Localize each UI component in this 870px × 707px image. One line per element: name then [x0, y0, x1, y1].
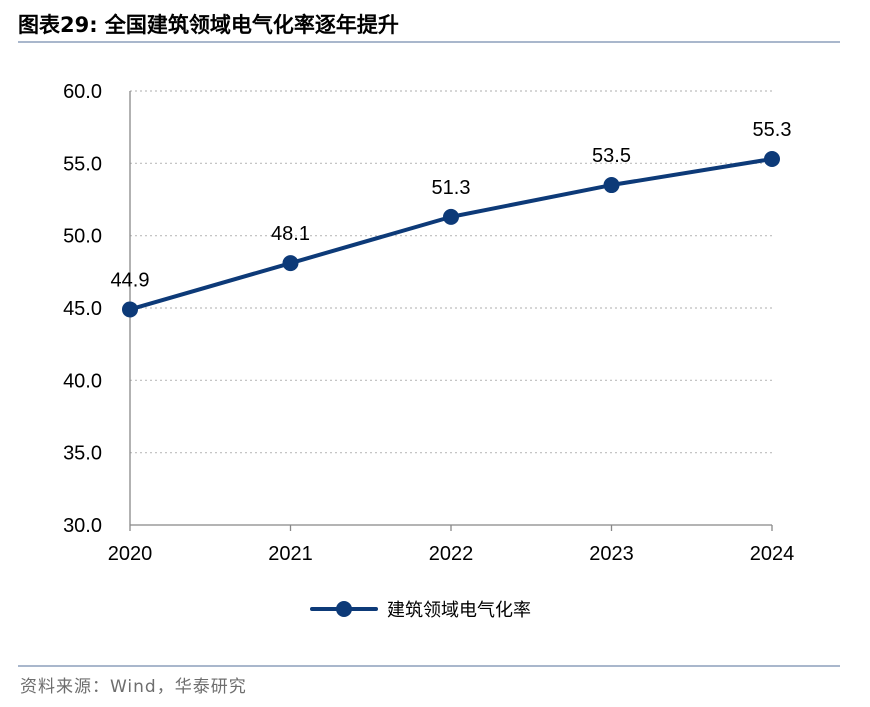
legend-label: 建筑领域电气化率: [387, 600, 531, 621]
y-tick-label-40.0: 40.0: [63, 370, 102, 392]
data-point-2022: [443, 208, 459, 225]
data-label-2024: 55.3: [753, 119, 792, 141]
y-axis-tick-labels: 30.0 35.0 40.0 45.0 50.0 55.0 60.0: [63, 81, 102, 537]
data-label-2020: 44.9: [111, 269, 150, 291]
y-tick-label-35.0: 35.0: [63, 443, 102, 465]
line-chart: 30.035.040.045.050.055.060.0 2020 2021 202…: [63, 81, 795, 621]
grid-lines: [130, 90, 774, 454]
x-tick-label-2023: 2023: [589, 543, 634, 565]
data-labels: 44.9 48.1 51.3 53.5 55.3: [111, 119, 792, 291]
source-divider: [18, 665, 840, 667]
data-point-2021: [282, 255, 299, 272]
x-tick-label-2021: 2021: [268, 543, 313, 565]
legend-marker: [336, 601, 352, 617]
x-tick-label-2024: 2024: [750, 543, 795, 565]
x-axis-tick-labels: 2020 2021 2022 2023 2024: [108, 543, 795, 565]
y-tick-label-50.0: 50.0: [63, 226, 102, 248]
axes: [129, 91, 773, 531]
data-point-2024: [764, 150, 780, 167]
data-label-2022: 51.3: [432, 177, 471, 199]
data-point-2020: [122, 301, 138, 318]
y-tick-label-60.0: 60.0: [63, 81, 102, 103]
source-note: 资料来源：Wind，华泰研究: [20, 677, 247, 697]
x-tick-label-2022: 2022: [429, 543, 474, 565]
y-tick-label-55.0: 55.0: [63, 153, 102, 175]
y-tick-label-45.0: 45.0: [63, 298, 102, 320]
data-point-2023: [603, 177, 620, 194]
data-label-2021: 48.1: [271, 223, 310, 245]
title-divider: [18, 41, 840, 43]
data-label-2023: 53.5: [592, 145, 631, 167]
legend: 建筑领域电气化率: [310, 600, 531, 621]
y-tick-label-30.0: 30.0: [63, 515, 102, 537]
figure-title: 图表29: 全国建筑领域电气化率逐年提升: [18, 13, 399, 37]
x-tick-label-2020: 2020: [108, 543, 153, 565]
series-markers: [122, 150, 780, 318]
